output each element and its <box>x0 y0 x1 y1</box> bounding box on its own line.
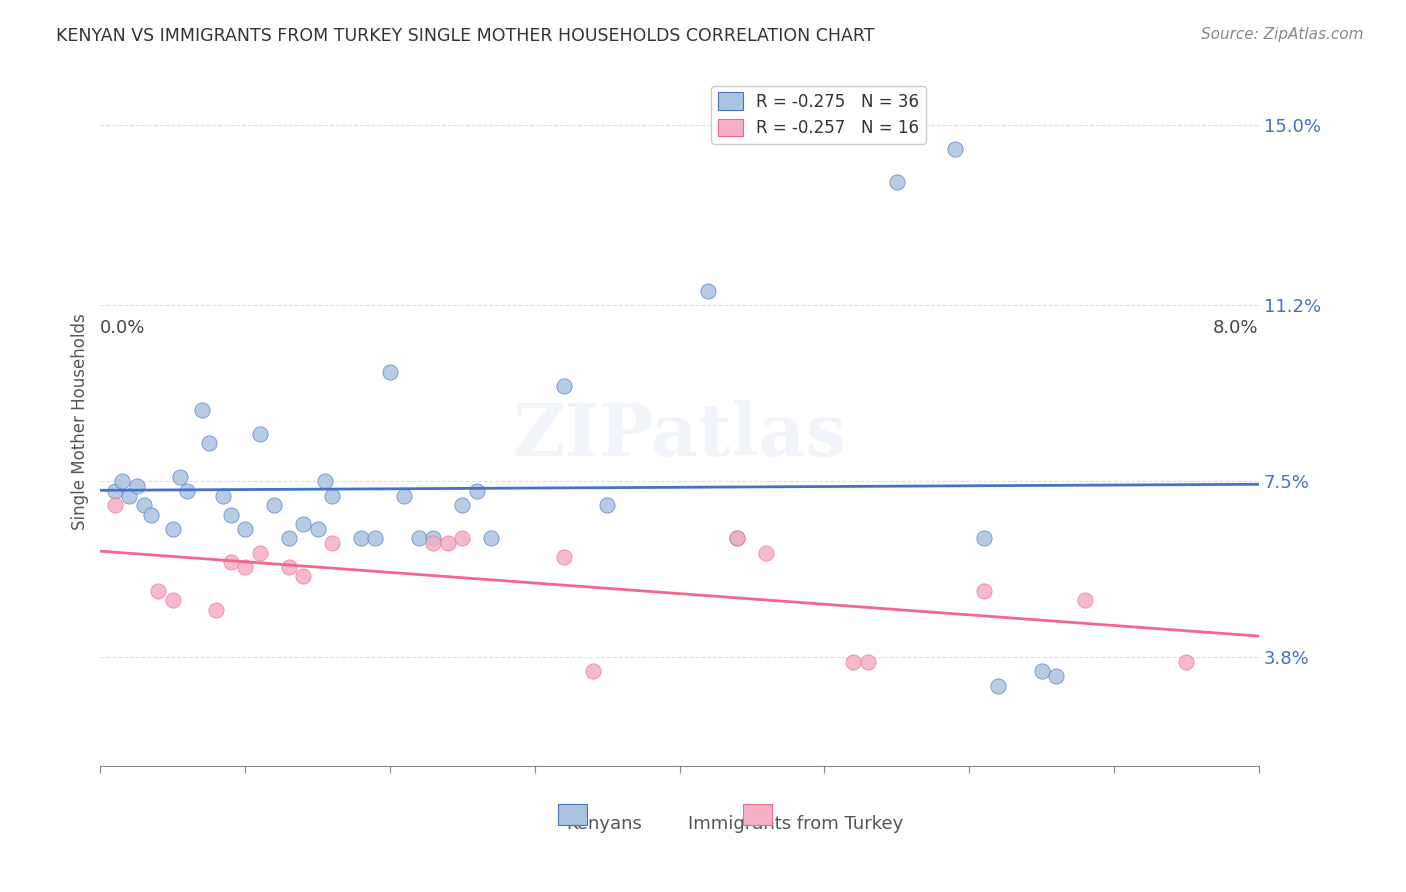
Point <box>321 489 343 503</box>
Point <box>148 583 170 598</box>
Point <box>886 175 908 189</box>
Point <box>408 531 430 545</box>
Point <box>451 498 474 512</box>
Point <box>394 489 416 503</box>
Point <box>277 559 299 574</box>
Point <box>118 489 141 503</box>
Point <box>697 284 720 298</box>
Point <box>596 498 619 512</box>
Point <box>132 498 155 512</box>
Point <box>943 142 966 156</box>
Point <box>176 483 198 498</box>
Point <box>553 550 575 565</box>
Point <box>465 483 488 498</box>
Point <box>219 555 242 569</box>
Point <box>190 403 212 417</box>
Point <box>1074 593 1097 607</box>
Point <box>162 522 184 536</box>
Text: 8.0%: 8.0% <box>1213 318 1258 336</box>
Point <box>364 531 387 545</box>
Point <box>973 583 995 598</box>
Point <box>169 469 191 483</box>
Point <box>198 436 221 450</box>
Point <box>582 665 605 679</box>
Point <box>350 531 373 545</box>
Point <box>727 531 749 545</box>
Point <box>553 379 575 393</box>
Text: KENYAN VS IMMIGRANTS FROM TURKEY SINGLE MOTHER HOUSEHOLDS CORRELATION CHART: KENYAN VS IMMIGRANTS FROM TURKEY SINGLE … <box>56 27 875 45</box>
Point <box>727 531 749 545</box>
Point <box>292 516 315 531</box>
Point <box>437 536 460 550</box>
Point <box>104 483 127 498</box>
Legend: R = -0.275   N = 36, R = -0.257   N = 16: R = -0.275 N = 36, R = -0.257 N = 16 <box>711 86 927 144</box>
Point <box>111 475 134 489</box>
Y-axis label: Single Mother Households: Single Mother Households <box>72 313 89 530</box>
Point <box>755 545 778 559</box>
Point <box>856 655 879 669</box>
Point <box>314 475 336 489</box>
Point <box>249 426 271 441</box>
Text: Immigrants from Turkey: Immigrants from Turkey <box>688 814 903 832</box>
Point <box>422 531 444 545</box>
Point <box>842 655 865 669</box>
Point <box>292 569 315 583</box>
Point <box>162 593 184 607</box>
Point <box>233 559 256 574</box>
Point <box>1175 655 1198 669</box>
Point <box>277 531 299 545</box>
Text: Source: ZipAtlas.com: Source: ZipAtlas.com <box>1201 27 1364 42</box>
Text: 0.0%: 0.0% <box>100 318 146 336</box>
Point <box>479 531 502 545</box>
Point <box>205 602 228 616</box>
Text: ZIPatlas: ZIPatlas <box>512 401 846 471</box>
Point <box>987 679 1010 693</box>
Point <box>422 536 444 550</box>
Point <box>1045 669 1067 683</box>
Point <box>378 365 401 379</box>
Point <box>1031 665 1053 679</box>
FancyBboxPatch shape <box>558 805 586 825</box>
Point <box>104 498 127 512</box>
Point <box>973 531 995 545</box>
Point <box>212 489 235 503</box>
Point <box>233 522 256 536</box>
Point <box>125 479 148 493</box>
Point <box>307 522 329 536</box>
Point <box>139 508 162 522</box>
Text: Kenyans: Kenyans <box>567 814 643 832</box>
Point <box>263 498 285 512</box>
Point <box>219 508 242 522</box>
Point <box>451 531 474 545</box>
Point <box>321 536 343 550</box>
FancyBboxPatch shape <box>744 805 772 825</box>
Point <box>249 545 271 559</box>
